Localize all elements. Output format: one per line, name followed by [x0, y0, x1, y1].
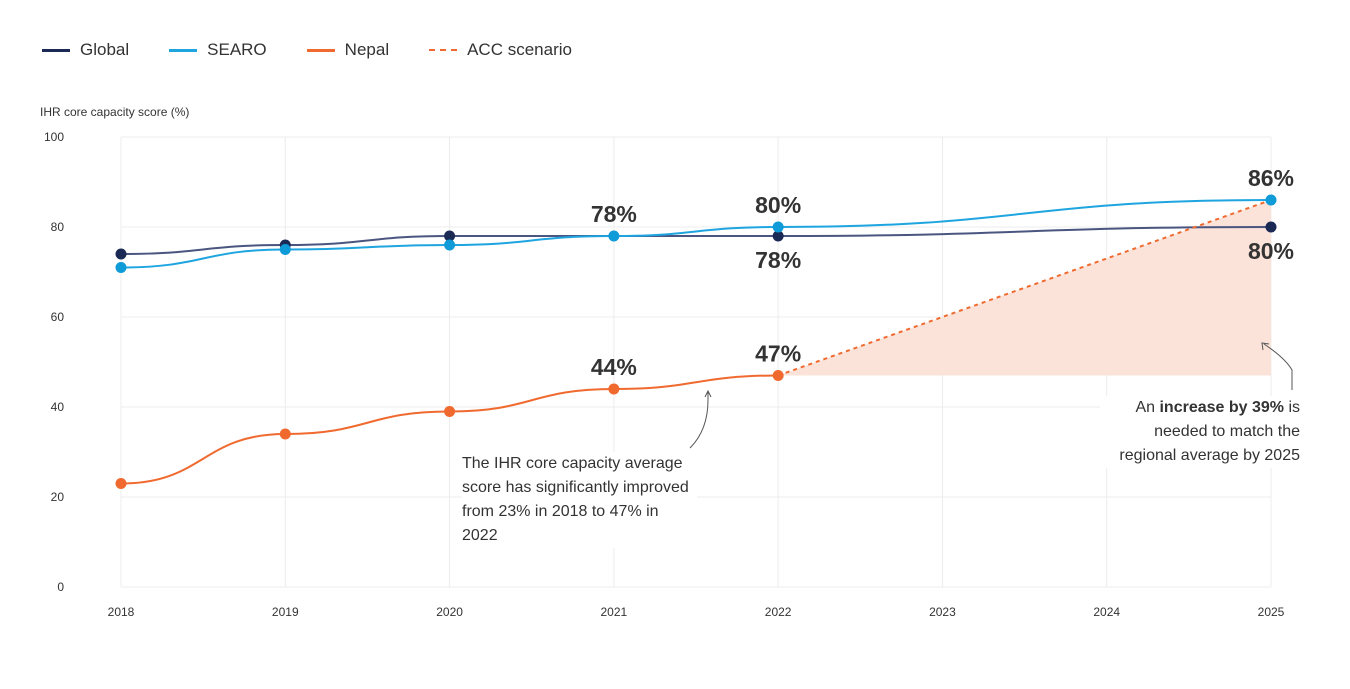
legend-item: SEARO: [169, 40, 267, 60]
data-label: 80%: [1248, 238, 1294, 264]
data-label: 86%: [1248, 165, 1294, 191]
x-tick-label: 2019: [272, 605, 299, 619]
legend-item: Global: [42, 40, 129, 60]
legend: Global SEARO Nepal ACC scenario: [42, 40, 612, 60]
data-point-nepal: [115, 478, 127, 489]
data-point-searo: [279, 244, 291, 255]
legend-label: Global: [80, 40, 130, 59]
y-tick-label: 40: [51, 400, 65, 414]
series-line-searo: [120, 199, 1272, 269]
data-point-nepal: [608, 383, 620, 395]
x-tick-label: 2025: [1258, 605, 1285, 619]
data-point-global: [444, 230, 456, 242]
arrow-head-icon: [704, 389, 712, 398]
y-tick-label: 80: [51, 220, 65, 234]
data-label: 44%: [591, 354, 637, 380]
data-point-searo: [608, 230, 620, 242]
data-point-nepal: [444, 406, 456, 417]
legend-swatch: [42, 48, 70, 52]
series-line-acc-scenario: [777, 199, 1272, 377]
y-tick-label: 0: [57, 580, 64, 594]
annotation-arrow-left: [689, 392, 709, 449]
data-point-searo: [772, 221, 784, 233]
legend-label: ACC scenario: [467, 40, 572, 59]
legend-item: ACC scenario: [429, 40, 572, 60]
data-point-global: [1265, 221, 1277, 233]
legend-swatch: [429, 49, 458, 51]
data-point-nepal: [772, 370, 784, 381]
y-axis-label: IHR core capacity score (%): [40, 105, 190, 119]
y-tick-label: 100: [44, 130, 64, 144]
note-right-suffix: is needed to match the regional average …: [1119, 399, 1300, 464]
data-point-searo: [115, 262, 127, 273]
x-tick-label: 2018: [108, 605, 135, 619]
legend-label: SEARO: [207, 40, 267, 59]
series-line-global: [120, 226, 1272, 255]
data-label: 80%: [755, 192, 801, 218]
data-point-global: [115, 248, 127, 260]
y-tick-label: 60: [51, 310, 65, 324]
x-tick-label: 2021: [601, 605, 628, 619]
legend-swatch: [306, 48, 335, 52]
data-label: 78%: [755, 247, 801, 273]
data-point-global: [772, 230, 784, 242]
annotation-arrow-right: [1263, 343, 1293, 390]
data-label: 47%: [755, 341, 801, 367]
note-right: An increase by 39% is needed to match th…: [1100, 396, 1300, 468]
x-tick-label: 2024: [1093, 605, 1120, 619]
data-point-searo: [1265, 194, 1277, 206]
note-right-bold: increase by 39%: [1159, 399, 1284, 416]
data-point-searo: [444, 239, 456, 251]
y-tick-label: 20: [51, 490, 65, 504]
data-point-nepal: [279, 428, 291, 440]
arrow-head-icon: [1261, 342, 1270, 351]
legend-item: Nepal: [306, 40, 390, 60]
legend-swatch: [169, 48, 198, 52]
note-right-prefix: An: [1135, 399, 1160, 416]
x-tick-label: 2020: [436, 605, 463, 619]
legend-label: Nepal: [344, 40, 390, 59]
note-left: The IHR core capacity average score has …: [462, 452, 697, 548]
x-tick-label: 2022: [765, 605, 792, 619]
x-tick-label: 2023: [929, 605, 956, 619]
data-label: 78%: [591, 201, 637, 227]
